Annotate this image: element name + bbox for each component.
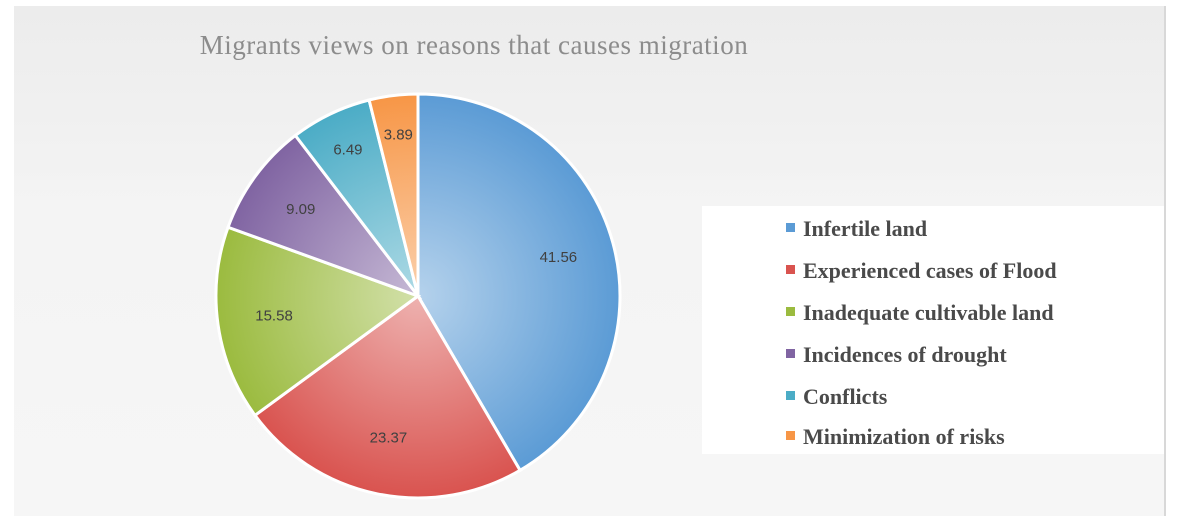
legend-item-cultivable-land: Inadequate cultivable land <box>786 300 1054 326</box>
data-label: 6.49 <box>333 141 362 158</box>
legend-label: Conflicts <box>803 384 888 409</box>
data-label: 3.89 <box>384 127 413 144</box>
pie-slice <box>226 133 423 300</box>
pie-slice <box>416 92 622 473</box>
legend-label: Inadequate cultivable land <box>803 300 1054 325</box>
pie-slice <box>252 293 523 500</box>
legend-label: Infertile land <box>803 216 928 241</box>
data-label: 9.09 <box>286 201 315 218</box>
legend: Infertile land Experienced cases of Floo… <box>702 206 1164 454</box>
legend-item-flood: Experienced cases of Flood <box>786 258 1057 284</box>
legend-item-drought: Incidences of drought <box>786 342 1007 368</box>
legend-swatch <box>786 349 795 359</box>
legend-item-conflicts: Conflicts <box>786 384 887 410</box>
pie-chart: 41.56 23.37 15.58 9.09 6.49 3.89 <box>214 92 622 500</box>
data-label: 23.37 <box>370 429 408 446</box>
pie-slice <box>214 225 422 418</box>
chart-title: Migrants views on reasons that causes mi… <box>199 30 749 60</box>
legend-item-infertile-land: Infertile land <box>786 216 927 242</box>
data-label: 15.58 <box>255 308 293 325</box>
legend-swatch <box>786 431 795 441</box>
legend-label: Incidences of drought <box>803 342 1007 367</box>
legend-swatch <box>786 391 795 401</box>
legend-swatch <box>786 223 795 233</box>
chart-frame: Migrants views on reasons that causes mi… <box>14 6 1166 516</box>
legend-item-minimization-of-risks: Minimization of risks <box>786 424 1005 450</box>
pie-slice <box>367 92 420 297</box>
data-label: 41.56 <box>540 249 578 266</box>
legend-label: Experienced cases of Flood <box>803 258 1057 283</box>
legend-swatch <box>786 307 795 317</box>
legend-label: Minimization of risks <box>803 424 1005 449</box>
legend-swatch <box>786 265 795 275</box>
